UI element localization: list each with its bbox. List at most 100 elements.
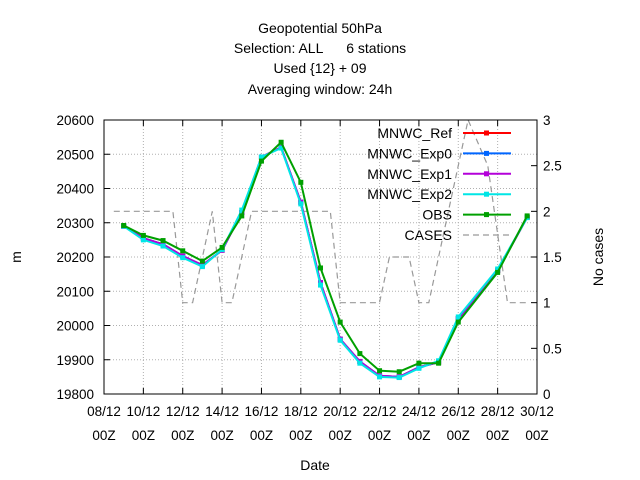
data-point — [160, 243, 166, 249]
y-tick-label: 20100 — [56, 284, 94, 299]
x-axis-ticks: 08/12 00Z 10/12 00Z 12/12 00Z 14/12 00Z 16/12 00Z… — [87, 120, 554, 443]
x-tick-label-date: 10/12 — [126, 404, 160, 419]
data-point — [455, 319, 461, 325]
legend-label: OBS — [422, 207, 452, 223]
x-tick-label-date: 12/12 — [166, 404, 200, 419]
y-tick-label: 20400 — [56, 182, 94, 197]
legend-label: CASES — [405, 227, 452, 243]
data-point — [436, 360, 442, 366]
y-tick-label: 20600 — [56, 113, 94, 128]
x-tick-label-date: 08/12 — [87, 404, 121, 419]
data-point — [377, 374, 383, 380]
x-tick-label-hour: 00Z — [289, 428, 312, 443]
x-tick-label-hour: 00Z — [250, 428, 273, 443]
x-tick-label-hour: 00Z — [171, 428, 194, 443]
x-tick-label-hour: 00Z — [525, 428, 548, 443]
x-tick-label-date: 30/12 — [520, 404, 554, 419]
y2-tick-label: 0 — [543, 387, 551, 402]
title-line-3: Used {12} + 09 — [273, 60, 366, 76]
data-point — [278, 139, 284, 145]
data-point — [239, 213, 245, 219]
data-point — [357, 360, 363, 366]
x-tick-label-date: 16/12 — [245, 404, 279, 419]
data-point — [239, 207, 245, 213]
data-point — [318, 265, 323, 271]
y-tick-label: 19800 — [56, 387, 94, 402]
data-point — [416, 365, 422, 371]
legend-label: MNWC_Exp2 — [367, 186, 452, 202]
plot-frame — [103, 119, 538, 395]
legend-marker — [484, 212, 489, 218]
data-point — [337, 337, 343, 343]
legend: MNWC_Ref MNWC_Exp0 MNWC_Exp1 MNWC_Exp2 OBS CA… — [367, 125, 511, 243]
data-point — [495, 266, 501, 272]
x-tick-label-date: 28/12 — [481, 404, 515, 419]
legend-marker — [484, 191, 489, 197]
y2-tick-label: 1.5 — [543, 250, 562, 265]
x-tick-label-hour: 00Z — [486, 428, 509, 443]
x-tick-label-date: 24/12 — [402, 404, 436, 419]
y2-tick-label: 3 — [543, 113, 551, 128]
legend-entry: MNWC_Ref — [377, 125, 511, 141]
series-line — [123, 146, 529, 378]
data-point — [396, 369, 402, 375]
data-point — [258, 158, 264, 164]
series-line — [113, 118, 528, 304]
y2-axis-label: No cases — [590, 228, 606, 286]
title-line-2: Selection: ALL 6 stations — [234, 40, 406, 56]
data-point — [180, 248, 186, 254]
x-tick-label-hour: 00Z — [407, 428, 430, 443]
legend-marker — [484, 150, 489, 156]
series-obs — [121, 139, 530, 375]
series-layer — [113, 118, 530, 381]
data-point — [140, 237, 146, 243]
data-point — [140, 232, 146, 238]
series-line — [123, 146, 529, 378]
y2-tick-label: 2 — [543, 204, 551, 219]
x-tick-label-date: 20/12 — [323, 404, 357, 419]
legend-entry: CASES — [405, 227, 511, 243]
data-point — [180, 255, 186, 261]
x-tick-label-hour: 00Z — [447, 428, 470, 443]
x-tick-label-hour: 00Z — [368, 428, 391, 443]
data-point — [337, 319, 343, 325]
data-point — [357, 351, 363, 357]
series-cases — [113, 118, 528, 304]
title-line-1: Geopotential 50hPa — [258, 20, 382, 36]
y-tick-label: 20500 — [56, 147, 94, 162]
legend-marker — [484, 171, 489, 177]
data-point — [278, 145, 284, 151]
x-axis-label: Date — [300, 457, 330, 473]
y2-tick-label: 0.5 — [543, 341, 562, 356]
data-point — [298, 179, 304, 185]
legend-entry: MNWC_Exp0 — [367, 145, 511, 161]
data-point — [199, 264, 205, 270]
legend-marker — [484, 130, 489, 136]
x-tick-label-hour: 00Z — [329, 428, 352, 443]
title-line-4: Averaging window: 24h — [248, 81, 393, 97]
legend-label: MNWC_Exp0 — [367, 145, 452, 161]
grid — [103, 119, 538, 395]
data-point — [160, 238, 166, 244]
x-tick-label-date: 18/12 — [284, 404, 318, 419]
y-tick-label: 20000 — [56, 319, 94, 334]
data-point — [199, 258, 205, 264]
y2-tick-label: 2.5 — [543, 159, 562, 174]
legend-entry: OBS — [422, 207, 511, 223]
y-axis-ticks: 19800 19900 20000 20100 20200 20300 20400 20500… — [56, 113, 110, 402]
y2-axis-ticks: 0 0.5 1 1.5 2 2.5 3 — [531, 113, 562, 402]
series-line — [123, 140, 529, 373]
x-tick-label-date: 26/12 — [441, 404, 475, 419]
legend-entry: MNWC_Exp1 — [367, 166, 511, 182]
x-tick-label-hour: 00Z — [210, 428, 233, 443]
data-point — [298, 201, 304, 207]
data-point — [455, 314, 461, 320]
x-tick-label-hour: 00Z — [92, 428, 115, 443]
x-tick-label-date: 22/12 — [363, 404, 397, 419]
y2-tick-label: 1 — [543, 296, 551, 311]
chart-title: Geopotential 50hPa Selection: ALL 6 stat… — [234, 20, 406, 97]
y-axis-label: m — [8, 251, 24, 263]
data-point — [416, 360, 422, 366]
legend-entry: MNWC_Exp2 — [367, 186, 511, 202]
